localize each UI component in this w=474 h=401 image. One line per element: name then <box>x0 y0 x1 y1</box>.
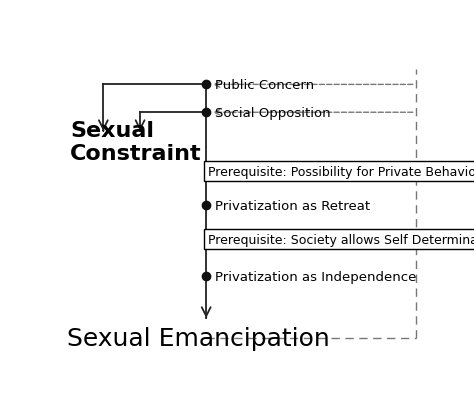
Text: Sexual Emancipation: Sexual Emancipation <box>66 326 329 350</box>
Text: Social Opposition: Social Opposition <box>215 107 331 119</box>
Text: Privatization as Independence: Privatization as Independence <box>215 270 417 283</box>
Text: Prerequisite: Possibility for Private Behavior: Prerequisite: Possibility for Private Be… <box>208 165 474 178</box>
Text: Sexual
Constraint: Sexual Constraint <box>70 121 202 164</box>
Text: Prerequisite: Society allows Self Determination: Prerequisite: Society allows Self Determ… <box>208 233 474 246</box>
Text: Privatization as Retreat: Privatization as Retreat <box>215 199 371 212</box>
Text: Public Concern: Public Concern <box>215 79 314 92</box>
